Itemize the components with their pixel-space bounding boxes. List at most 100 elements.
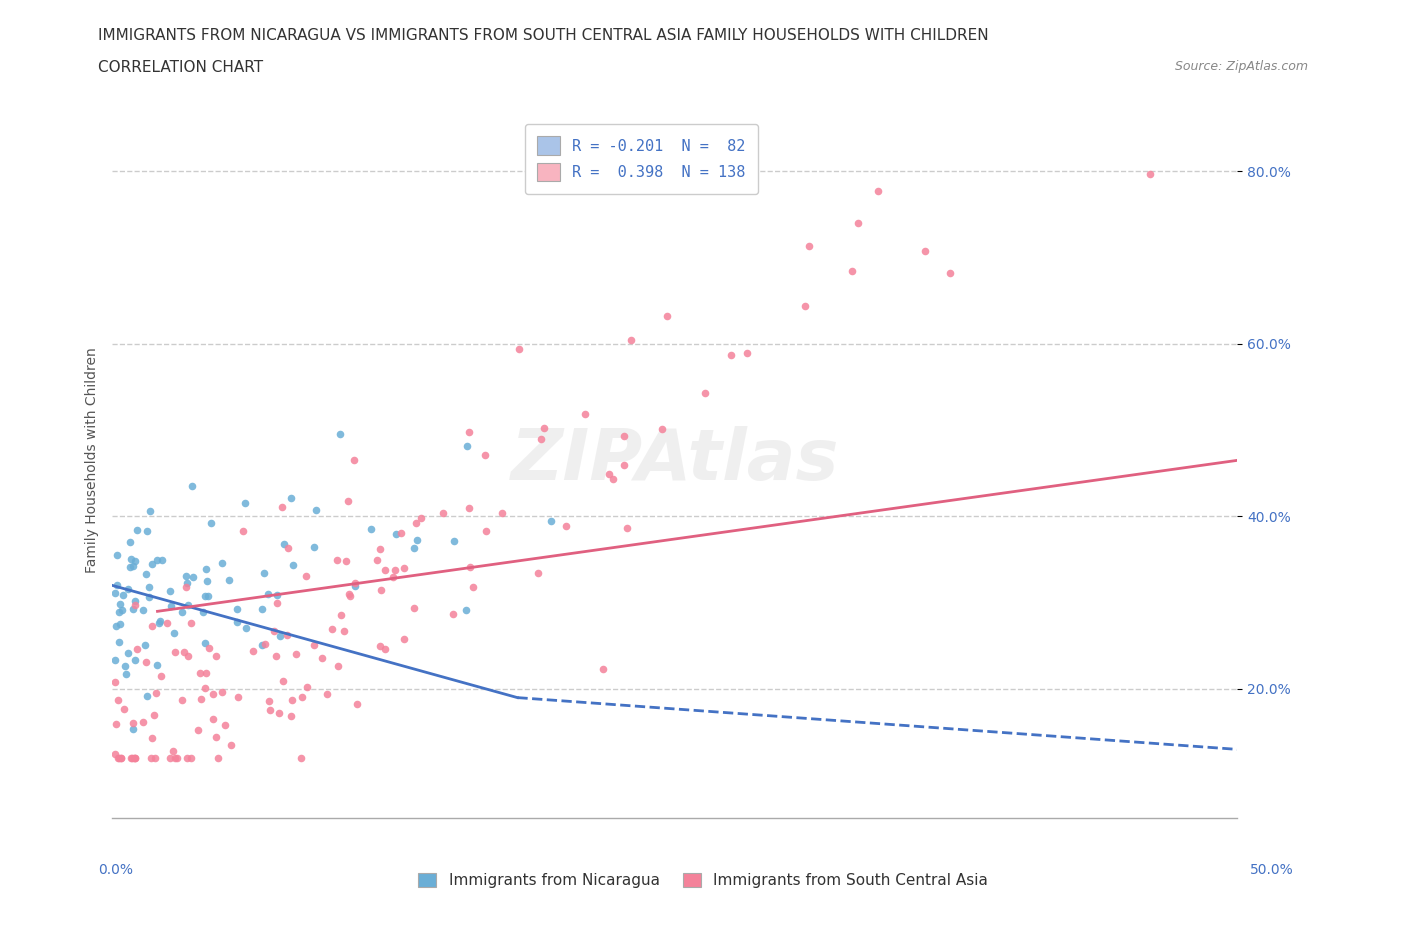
Point [176, 751, 198, 765]
Text: Source: ZipAtlas.com: Source: ZipAtlas.com [1174, 60, 1308, 73]
Point [163, 644, 186, 659]
Point [108, 751, 131, 765]
Point [180, 478, 202, 493]
Point [392, 561, 415, 576]
Point [273, 537, 295, 551]
Point [117, 582, 139, 597]
Point [200, 515, 222, 530]
Point [339, 589, 361, 604]
Point [254, 636, 277, 651]
Point [360, 522, 382, 537]
Point [280, 490, 302, 505]
Point [177, 598, 200, 613]
Point [266, 588, 288, 603]
Point [125, 523, 148, 538]
Point [457, 500, 479, 515]
Point [695, 386, 717, 401]
Point [271, 500, 294, 515]
Point [620, 332, 643, 347]
Point [316, 686, 339, 701]
Point [214, 718, 236, 733]
Point [138, 579, 160, 594]
Point [104, 746, 127, 761]
Point [269, 629, 291, 644]
Point [326, 552, 349, 567]
Point [170, 692, 193, 707]
Point [326, 659, 349, 674]
Point [141, 730, 163, 745]
Point [187, 723, 209, 737]
Point [150, 669, 173, 684]
Point [176, 576, 198, 591]
Point [311, 651, 333, 666]
Point [793, 299, 815, 313]
Point [458, 560, 481, 575]
Point [136, 688, 159, 703]
Point [264, 649, 287, 664]
Point [141, 557, 163, 572]
Point [337, 587, 360, 602]
Point [613, 429, 636, 444]
Point [197, 589, 219, 604]
Point [283, 558, 305, 573]
Point [277, 540, 299, 555]
Point [402, 540, 425, 555]
Point [226, 602, 249, 617]
Point [491, 505, 513, 520]
Point [194, 636, 217, 651]
Point [381, 570, 404, 585]
Point [841, 263, 863, 278]
Point [110, 751, 132, 765]
Point [135, 566, 157, 581]
Text: CORRELATION CHART: CORRELATION CHART [98, 60, 263, 75]
Point [242, 644, 264, 658]
Point [231, 524, 253, 538]
Point [302, 540, 325, 555]
Point [105, 578, 128, 592]
Point [219, 737, 242, 752]
Point [124, 594, 146, 609]
Point [257, 694, 280, 709]
Point [149, 614, 172, 629]
Point [527, 565, 550, 580]
Point [613, 458, 636, 472]
Point [124, 751, 146, 765]
Point [204, 649, 226, 664]
Point [257, 587, 280, 602]
Point [124, 751, 146, 765]
Point [332, 624, 354, 639]
Point [173, 644, 195, 659]
Point [263, 623, 285, 638]
Point [651, 421, 673, 436]
Point [181, 570, 204, 585]
Point [321, 621, 343, 636]
Point [374, 642, 396, 657]
Point [284, 646, 307, 661]
Point [602, 472, 624, 487]
Point [252, 565, 274, 580]
Point [508, 341, 530, 356]
Point [124, 597, 146, 612]
Point [574, 407, 596, 422]
Point [170, 604, 193, 619]
Point [194, 666, 217, 681]
Point [143, 751, 166, 765]
Point [344, 578, 367, 593]
Point [150, 552, 173, 567]
Point [124, 751, 146, 765]
Point [112, 701, 135, 716]
Point [592, 661, 614, 676]
Point [145, 686, 167, 701]
Point [160, 599, 183, 614]
Point [302, 637, 325, 652]
Point [114, 667, 136, 682]
Point [141, 618, 163, 633]
Point [735, 346, 758, 361]
Point [598, 467, 620, 482]
Point [405, 516, 427, 531]
Point [159, 751, 181, 765]
Point [132, 714, 155, 729]
Point [280, 708, 302, 723]
Point [124, 653, 146, 668]
Point [655, 309, 678, 324]
